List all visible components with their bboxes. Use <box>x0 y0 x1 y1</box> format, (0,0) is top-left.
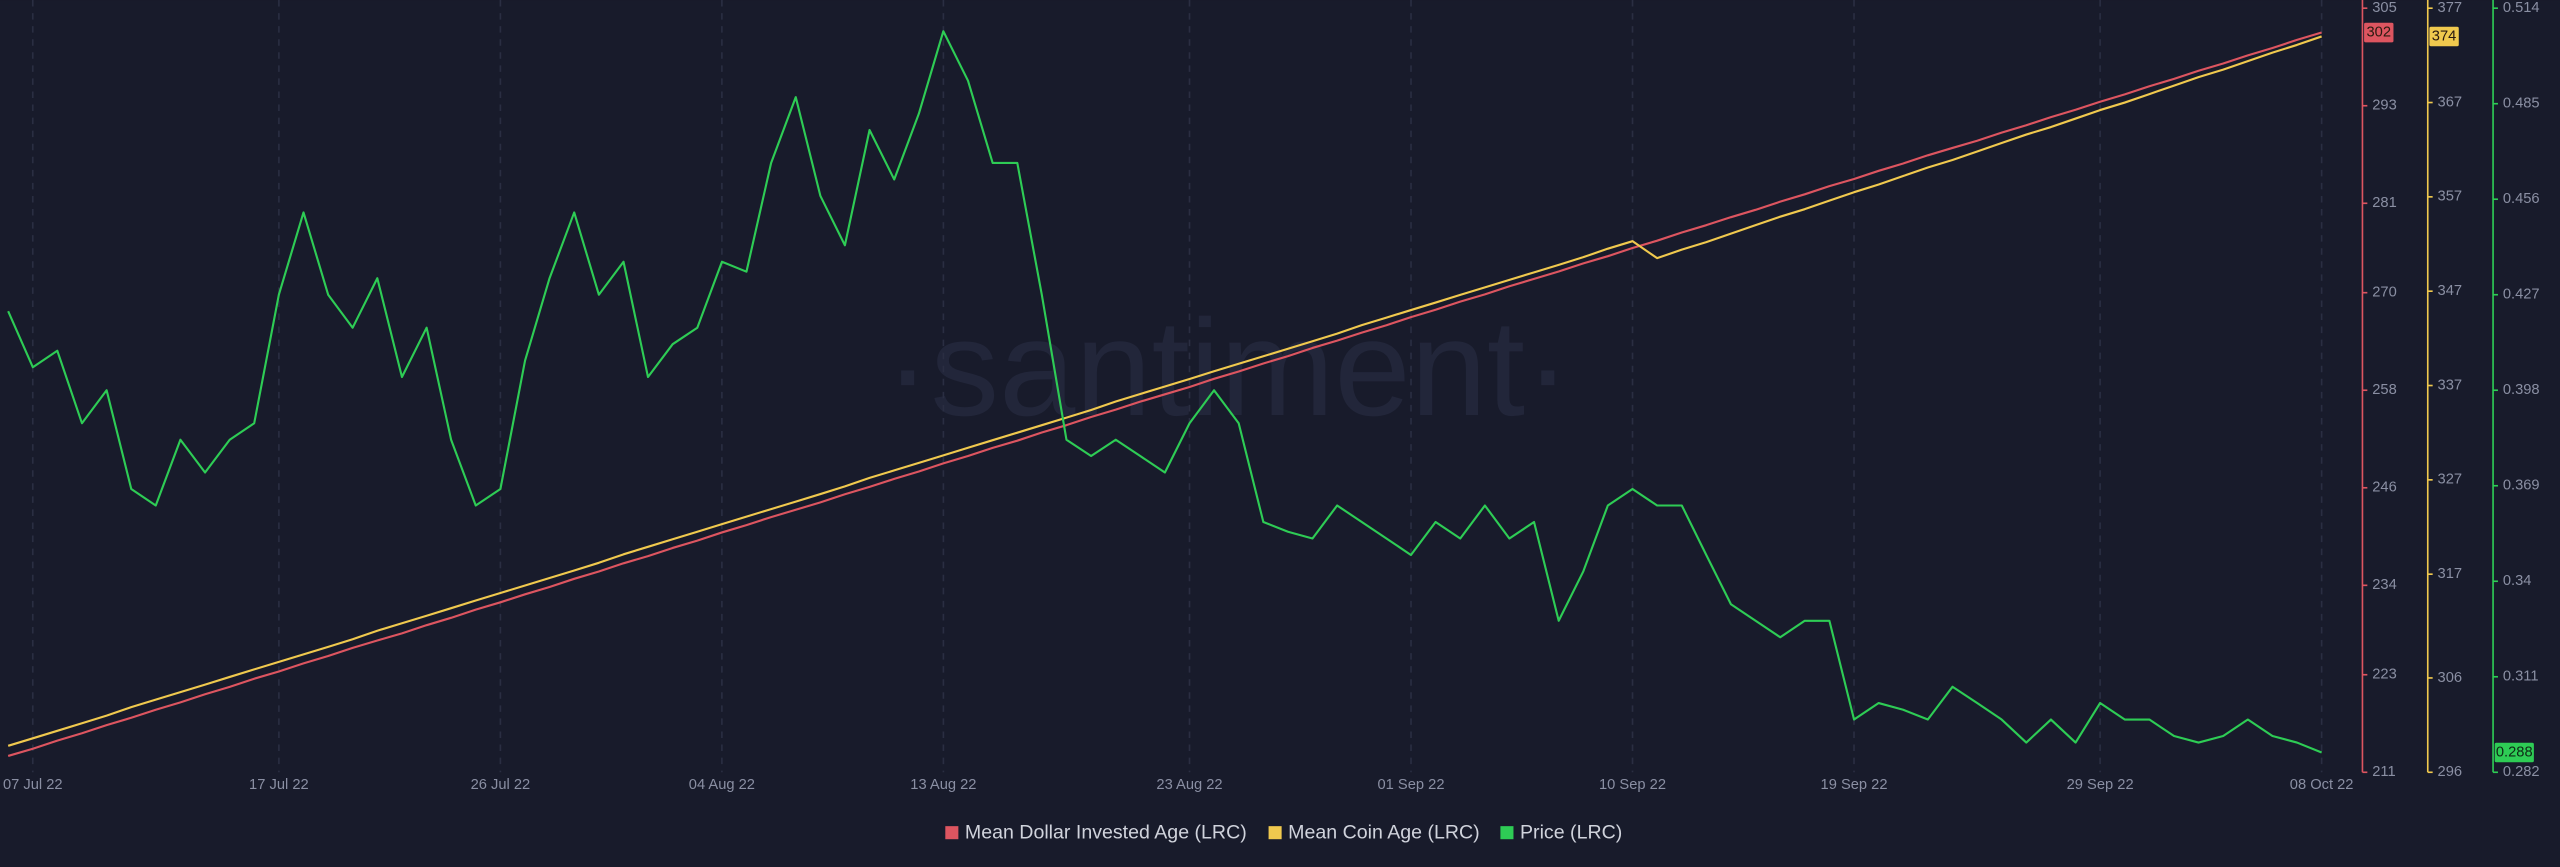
y-tick-label: 0.282 <box>2503 764 2540 780</box>
x-tick-label: 01 Sep 22 <box>1378 777 1445 793</box>
x-tick-label: 26 Jul 22 <box>471 777 531 793</box>
y-tick-label: 357 <box>2438 189 2463 205</box>
x-tick-label: 08 Oct 22 <box>2290 777 2354 793</box>
y-tick-label: 258 <box>2372 382 2397 398</box>
y-tick-label: 305 <box>2372 0 2397 16</box>
y-tick-label: 327 <box>2438 472 2463 488</box>
y-tick-label: 211 <box>2372 764 2395 780</box>
legend-swatch <box>1268 826 1282 840</box>
y-tick-label: 0.311 <box>2503 669 2539 685</box>
y-tick-label: 234 <box>2372 577 2397 593</box>
y-tick-label: 0.369 <box>2503 478 2540 494</box>
y-tick-label: 0.456 <box>2503 191 2540 207</box>
y-tick-label: 347 <box>2438 283 2463 299</box>
y-tick-label: 306 <box>2438 670 2463 686</box>
watermark: ·santiment· <box>885 292 1571 445</box>
y-tick-label: 296 <box>2438 764 2463 780</box>
x-tick-label: 07 Jul 22 <box>3 777 63 793</box>
x-tick-label: 29 Sep 22 <box>2067 777 2134 793</box>
legend-swatch <box>945 826 959 840</box>
x-tick-label: 04 Aug 22 <box>689 777 755 793</box>
last-value-label: 374 <box>2432 28 2457 44</box>
y-tick-label: 0.398 <box>2503 382 2540 398</box>
last-value-badge <box>2429 26 2459 47</box>
y-tick-label: 377 <box>2438 0 2463 16</box>
legend-label: Price (LRC) <box>1520 822 1622 844</box>
legend-swatch <box>1500 826 1514 840</box>
y-tick-label: 0.514 <box>2503 0 2540 16</box>
y-tick-label: 317 <box>2438 566 2463 582</box>
y-tick-label: 281 <box>2372 195 2397 211</box>
last-value-badge <box>2494 742 2534 763</box>
x-tick-label: 10 Sep 22 <box>1599 777 1666 793</box>
y-tick-label: 367 <box>2438 94 2463 110</box>
x-tick-label: 19 Sep 22 <box>1821 777 1888 793</box>
y-tick-label: 0.34 <box>2503 573 2532 589</box>
y-tick-label: 337 <box>2438 377 2463 393</box>
legend-label: Mean Dollar Invested Age (LRC) <box>965 822 1247 844</box>
y-tick-label: 223 <box>2372 667 2397 683</box>
y-tick-label: 0.427 <box>2503 287 2540 303</box>
y-tick-label: 0.485 <box>2503 96 2540 112</box>
series-line <box>7 35 2322 747</box>
y-tick-label: 246 <box>2372 480 2397 496</box>
legend-label: Mean Coin Age (LRC) <box>1288 822 1480 844</box>
x-tick-label: 23 Aug 22 <box>1156 777 1222 793</box>
last-value-label: 0.288 <box>2496 744 2533 760</box>
last-value-badge <box>2364 22 2394 43</box>
series-line <box>7 31 2322 757</box>
x-tick-label: 13 Aug 22 <box>910 777 976 793</box>
y-tick-label: 270 <box>2372 285 2397 301</box>
y-tick-label: 293 <box>2372 98 2397 114</box>
last-value-label: 302 <box>2367 24 2392 40</box>
series-line <box>7 30 2323 754</box>
x-tick-label: 17 Jul 22 <box>249 777 309 793</box>
